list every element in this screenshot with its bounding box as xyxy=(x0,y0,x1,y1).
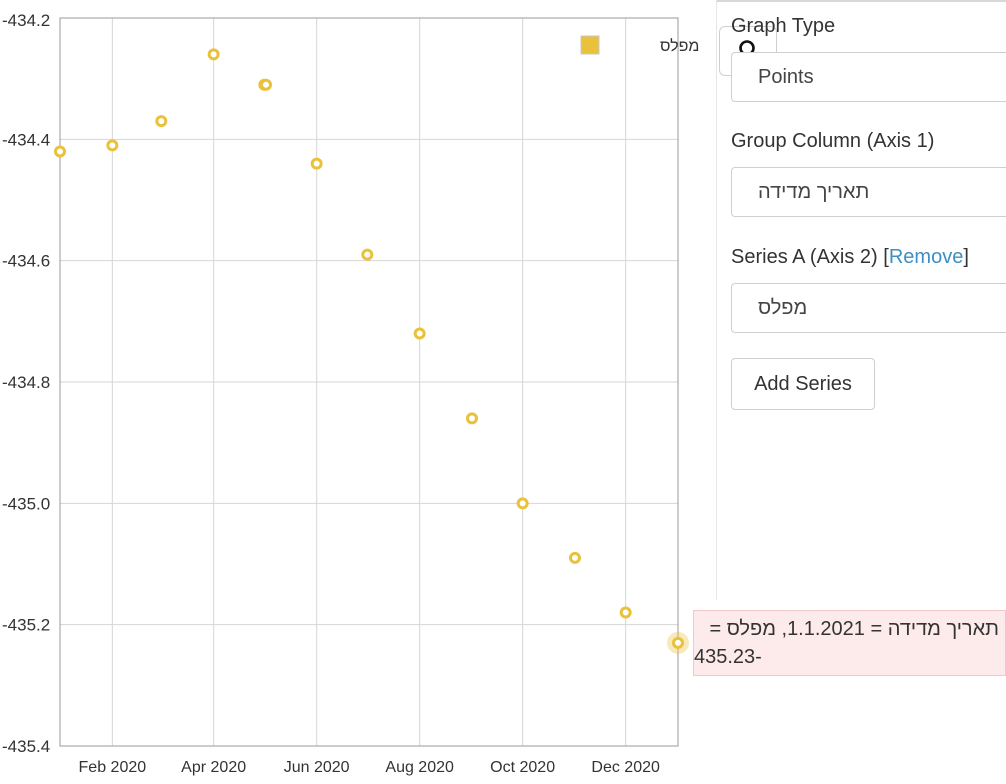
data-point[interactable] xyxy=(413,327,426,340)
data-tooltip: תאריך מדידה = 1.1.2021, מפלס = 435.23- xyxy=(693,610,1006,676)
chart-area: -434.2 -434.4 -434.6 -434.8 -435.0 -435.2 -435… xyxy=(2,11,1006,776)
legend: מפלס xyxy=(580,35,699,55)
data-point[interactable] xyxy=(516,497,529,510)
x-tick-label: Aug 2020 xyxy=(385,759,454,776)
series-a-select[interactable]: מפלס xyxy=(731,283,1006,333)
group-column-label: Group Column (Axis 1) xyxy=(731,130,935,152)
graph-type-value: Points xyxy=(758,66,814,88)
x-tick-label: Feb 2020 xyxy=(79,759,147,776)
remove-link-bracket-open: [ xyxy=(883,246,889,268)
x-tick-label: Jun 2020 xyxy=(284,759,350,776)
x-tick-label: Dec 2020 xyxy=(591,759,660,776)
x-tick-label: Oct 2020 xyxy=(490,759,555,776)
data-point[interactable] xyxy=(310,157,323,170)
y-tick-label: -435.2 xyxy=(2,616,50,635)
data-point[interactable] xyxy=(207,48,220,61)
y-axis-ticks: -434.2 -434.4 -434.6 -434.8 -435.0 -435.2 -435… xyxy=(2,11,50,756)
y-tick-label: -434.8 xyxy=(2,373,50,392)
series-a-label-row: Series A (Axis 2) [Remove] xyxy=(731,246,969,269)
y-tick-label: -435.0 xyxy=(2,494,50,513)
graph-type-select[interactable]: Points xyxy=(731,52,1006,102)
data-point[interactable] xyxy=(54,145,66,158)
data-point[interactable] xyxy=(260,78,272,91)
data-point[interactable] xyxy=(155,115,168,128)
remove-series-link[interactable]: Remove xyxy=(888,246,964,268)
legend-label: מפלס xyxy=(660,37,699,55)
series-a-value: מפלס xyxy=(758,297,808,319)
data-point[interactable] xyxy=(106,139,119,152)
legend-swatch xyxy=(580,35,600,55)
data-point[interactable] xyxy=(569,551,581,564)
panel-divider xyxy=(717,0,1006,2)
y-tick-label: -434.2 xyxy=(2,11,50,30)
remove-link-bracket-close: ] xyxy=(963,246,969,268)
group-column-select[interactable]: תאריך מדידה xyxy=(731,167,1006,217)
y-tick-label: -434.4 xyxy=(2,130,50,149)
series-a-label: Series A (Axis 2) xyxy=(731,246,878,268)
data-point[interactable] xyxy=(466,412,478,425)
settings-panel: Graph Type Points Group Column (Axis 1) … xyxy=(716,0,1006,600)
x-axis-ticks: Feb 2020 Apr 2020 Jun 2020 Aug 2020 Oct 2020… xyxy=(79,759,660,776)
y-tick-label: -435.4 xyxy=(2,737,50,756)
scatter-chart: -434.2 -434.4 -434.6 -434.8 -435.0 -435.2 -435… xyxy=(2,11,699,776)
graph-type-label: Graph Type xyxy=(731,15,836,37)
series-points xyxy=(54,48,689,654)
add-series-button[interactable]: Add Series xyxy=(731,358,875,410)
y-tick-label: -434.6 xyxy=(2,252,50,271)
tooltip-line-1: תאריך מדידה = 1.1.2021, מפלס = xyxy=(709,618,999,640)
data-point[interactable] xyxy=(672,636,684,649)
x-tick-label: Apr 2020 xyxy=(181,759,246,776)
data-point[interactable] xyxy=(361,248,374,261)
group-column-value: תאריך מדידה xyxy=(758,181,870,203)
data-point[interactable] xyxy=(619,606,632,619)
plot-frame xyxy=(59,17,679,747)
tooltip-line-2: 435.23- xyxy=(694,646,762,668)
grid xyxy=(60,17,678,747)
